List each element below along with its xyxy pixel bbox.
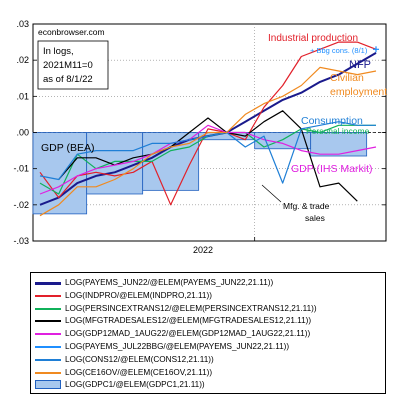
note-box — [37, 40, 109, 90]
legend-swatch — [35, 380, 61, 390]
mfg-pointer-line — [261, 184, 282, 203]
gdp-bea-label: GDP (BEA) — [41, 142, 94, 154]
series-line — [58, 110, 358, 202]
legend-label: LOG(GDP12MAD_1AUG22/@ELEM(GDP12MAD_1AUG2… — [65, 329, 311, 339]
mfg-label-1: Mfg. & trade — [283, 201, 330, 211]
note-line-1: In logs, — [43, 46, 74, 57]
bbg-cons-label: + Bbg cons. (8/1) — [310, 46, 368, 55]
legend-label: LOG(PAYEMS_JUL22BBG/@ELEM(PAYEMS_JUN22,2… — [65, 342, 290, 351]
legend-swatch — [35, 333, 61, 336]
legend-swatch — [35, 371, 61, 374]
y-tick-label: -.01 — [13, 164, 29, 174]
legend-swatch — [35, 320, 61, 323]
note-line-3: as of 8/1/22 — [43, 74, 93, 85]
legend-label: LOG(INDPRO/@ELEM(INDPRO,21.11)) — [65, 290, 212, 300]
legend: LOG(PAYEMS_JUN22/@ELEM(PAYEMS_JUN22,21.1… — [30, 272, 386, 394]
personal-income-label: Personal income — [306, 126, 370, 136]
y-axis: .03 .02 .01 .00 -.01 -.02 -.03 — [13, 19, 386, 246]
legend-swatch — [35, 282, 61, 285]
series-line — [39, 66, 377, 217]
legend-swatch — [35, 346, 61, 348]
legend-label: LOG(PAYEMS_JUN22/@ELEM(PAYEMS_JUN22,21.1… — [65, 278, 274, 287]
civilian-label-1: Civilian — [330, 72, 364, 84]
x-tick-label: 2022 — [193, 245, 213, 255]
legend-label: LOG(CONS12/@ELEM(CONS12,21.11)) — [65, 354, 214, 364]
y-tick-label: .01 — [16, 91, 29, 101]
gdp-ihs-label: GDP (IHS Markit) — [291, 163, 372, 175]
legend-label: LOG(PERSINCEXTRANS12/@ELEM(PERSINCEXTRAN… — [65, 303, 317, 313]
legend-label: LOG(CE16OV/@ELEM(CE16OV,21.11)) — [65, 367, 213, 377]
mfg-label-2: sales — [305, 213, 325, 223]
legend-swatch — [35, 294, 61, 297]
legend-label: LOG(GDPC1/@ELEM(GDPC1,21.11)) — [65, 380, 205, 390]
gdp-bar — [86, 132, 144, 195]
y-tick-label: -.02 — [13, 200, 29, 210]
consumption-label: Consumption — [301, 115, 363, 127]
y-tick-label: .00 — [16, 128, 29, 138]
gdp-bar — [310, 132, 368, 157]
site-label: econbrowser.com — [38, 27, 105, 37]
series-line — [39, 121, 376, 184]
note-line-2: 2021M11=0 — [43, 60, 93, 71]
series-line — [39, 124, 377, 195]
legend-label: LOG(MFGTRADESALES12/@ELEM(MFGTRADESALES1… — [65, 316, 312, 326]
legend-swatch — [35, 307, 61, 310]
y-tick-label: .02 — [16, 55, 29, 65]
gdp-bar — [32, 132, 88, 215]
series-line — [39, 41, 377, 206]
legend-swatch — [35, 358, 61, 361]
nfp-label: NFP — [349, 59, 371, 71]
industrial-production-label: Industrial production — [268, 33, 358, 44]
series-lines — [39, 41, 379, 217]
y-tick-label: -.03 — [13, 236, 29, 246]
civilian-label-2: employment — [330, 86, 387, 98]
y-tick-label: .03 — [16, 19, 29, 29]
